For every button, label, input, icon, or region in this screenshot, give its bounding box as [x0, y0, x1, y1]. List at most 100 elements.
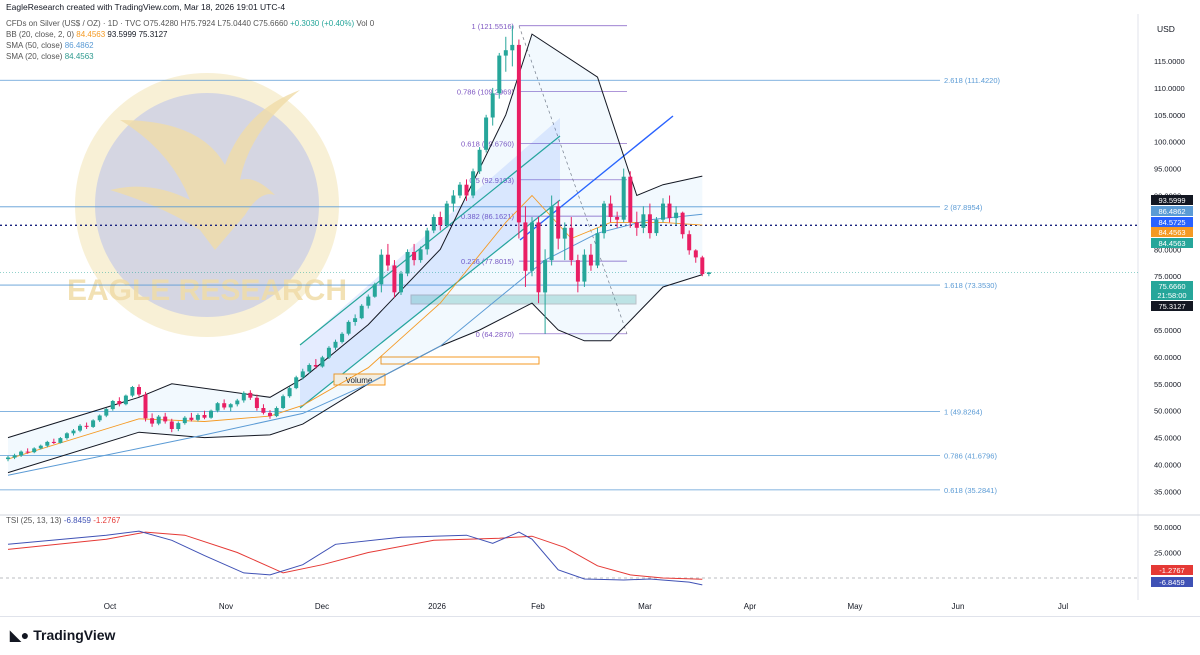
- tsi-line: [7, 530, 703, 586]
- y-tick-label: 105.0000: [1154, 111, 1185, 120]
- candle-body: [628, 176, 633, 223]
- sma20-label: SMA (20, close): [6, 52, 63, 61]
- x-tick-label: Jul: [1058, 602, 1068, 611]
- candle-body: [91, 420, 96, 427]
- sma20-value: 84.4563: [64, 52, 94, 61]
- fib-retracement-label: 1 (121.5516): [471, 22, 514, 31]
- fib-extension-label: 1 (49.8264): [944, 408, 983, 417]
- channel-upper-line: [299, 135, 561, 346]
- price-label: 84.5725: [1158, 218, 1185, 227]
- candle-body: [163, 416, 168, 422]
- candle-body: [12, 455, 17, 458]
- candle-body: [254, 397, 259, 408]
- legend: CFDs on Silver (US$ / OZ) · 1D · TVC O75…: [6, 18, 374, 62]
- candle-body: [516, 44, 521, 223]
- y-tick-label: 60.0000: [1154, 353, 1181, 362]
- candle-body: [202, 415, 207, 418]
- candle-body: [490, 93, 495, 118]
- tradingview-logo-icon: ◣●: [10, 627, 30, 643]
- tradingview-brand: TradingView: [33, 627, 116, 643]
- candle-body: [294, 377, 299, 389]
- ohlc-open: O75.4280: [143, 19, 179, 28]
- candle-body: [503, 50, 508, 56]
- price-chart[interactable]: EAGLE RESEARCH 2.618 (111.4220) 2 (87.895…: [0, 0, 1200, 616]
- candle-body: [97, 415, 102, 421]
- x-tick-label: Apr: [744, 602, 757, 611]
- bollinger-upper: [7, 33, 703, 439]
- y-tick-label: 110.0000: [1154, 84, 1185, 93]
- legend-bb-row[interactable]: BB (20, close, 2, 0) 84.4563 93.5999 75.…: [6, 29, 374, 40]
- annotation-text: Volume: [346, 376, 373, 385]
- candle-body: [300, 371, 305, 378]
- candle-body: [372, 284, 377, 297]
- x-tick-label: May: [847, 602, 862, 611]
- candle-body: [215, 403, 220, 411]
- ohlc-low: L75.0440: [217, 19, 251, 28]
- candle-body: [680, 212, 685, 235]
- y-tick-label: 45.0000: [1154, 434, 1181, 443]
- candle-body: [399, 273, 403, 293]
- candle-body: [431, 217, 436, 231]
- candle-body: [64, 433, 69, 439]
- fib-retracement-label: 0.382 (86.1621): [461, 212, 514, 221]
- candle-body: [693, 250, 698, 258]
- tsi-label-bg: [1151, 565, 1193, 575]
- trend-line: [519, 115, 674, 241]
- candle-body: [241, 392, 246, 401]
- price-label: 86.4862: [1158, 207, 1185, 216]
- channel-lower-line: [299, 199, 561, 409]
- legend-sma50-row[interactable]: SMA (50, close) 86.4862: [6, 40, 374, 51]
- tsi-legend[interactable]: TSI (25, 13, 13) -6.8459 -1.2767: [6, 516, 120, 525]
- candle-body: [6, 457, 10, 460]
- price-label: 21:58:00: [1157, 291, 1186, 300]
- price-label-bg: [1151, 290, 1193, 300]
- legend-sma20-row[interactable]: SMA (20, close) 84.4563: [6, 51, 374, 62]
- candle-body: [543, 260, 548, 293]
- candle-body: [602, 203, 606, 234]
- tsi-label-bg: [1151, 577, 1193, 587]
- candle-body: [608, 203, 613, 217]
- candle-body: [130, 387, 135, 396]
- y-tick-label: 35.0000: [1154, 487, 1181, 496]
- candle-body: [222, 403, 227, 408]
- price-label: 84.4563: [1158, 228, 1185, 237]
- candle-body: [588, 254, 593, 266]
- candle-body: [182, 417, 187, 424]
- symbol-name[interactable]: CFDs on Silver (US$ / OZ) · 1D · TVC: [6, 19, 141, 28]
- candle-body: [287, 388, 292, 397]
- ohlc-close: C75.6660: [253, 19, 288, 28]
- fib-retracement-label: 0.5 (92.9193): [469, 176, 514, 185]
- price-label-bg: [1151, 206, 1193, 216]
- candle-body: [562, 227, 567, 239]
- candle-body: [530, 222, 534, 271]
- price-label: 75.6660: [1158, 282, 1185, 291]
- volume-zone: [380, 356, 540, 365]
- y-tick-label: 55.0000: [1154, 380, 1181, 389]
- fib-retracement-label: 0.236 (77.8015): [461, 257, 514, 266]
- x-tick-label: Feb: [531, 602, 545, 611]
- y-tick-label: 80.0000: [1154, 245, 1181, 254]
- y-tick-label: 40.0000: [1154, 461, 1181, 470]
- bb-label: BB (20, close, 2, 0): [6, 30, 75, 39]
- footer: ◣● TradingView: [0, 616, 1200, 655]
- candle-body: [51, 441, 56, 443]
- tsi-signal-line: [7, 531, 703, 580]
- tradingview-logo[interactable]: ◣● TradingView: [10, 627, 115, 644]
- fib-extension-label: 0.618 (35.2841): [944, 486, 997, 495]
- candle-body: [667, 203, 672, 219]
- support-zone: [410, 294, 637, 305]
- candle-body: [307, 365, 312, 372]
- legend-symbol-row: CFDs on Silver (US$ / OZ) · 1D · TVC O75…: [6, 18, 374, 29]
- candle-body: [464, 184, 469, 196]
- candle-body: [523, 222, 528, 271]
- watermark-text: EAGLE RESEARCH: [67, 274, 347, 307]
- sma50-label: SMA (50, close): [6, 41, 63, 50]
- candle-body: [353, 318, 358, 322]
- candle-body: [123, 395, 128, 405]
- candle-body: [19, 451, 24, 456]
- candle-body: [150, 418, 155, 424]
- drawing-layer: Volume: [0, 115, 1138, 409]
- candle-body: [451, 195, 456, 204]
- y-tick-label: 95.0000: [1154, 165, 1181, 174]
- candle-body: [425, 230, 430, 250]
